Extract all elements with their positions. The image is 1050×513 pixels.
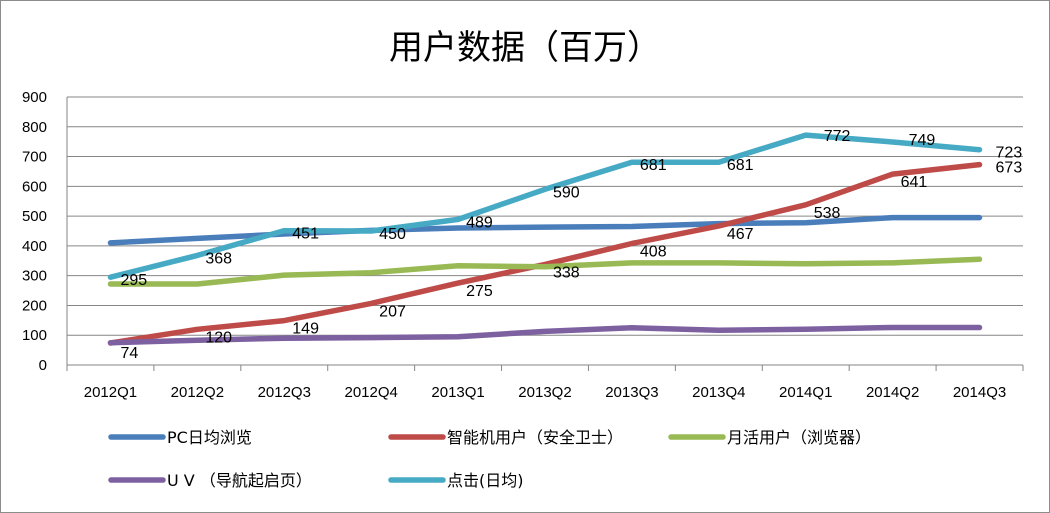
data-label: 120 <box>205 329 232 346</box>
x-tick-label: 2014Q3 <box>953 384 1006 401</box>
legend-label: 点击(日均) <box>447 471 524 490</box>
x-tick-label: 2012Q1 <box>84 384 137 401</box>
series-line-2 <box>107 256 983 287</box>
legend: PC日均浏览 智能机用户（安全卫士） 月活用户（浏览器） U V （导航起启页） 点击(… <box>108 428 871 490</box>
legend-label: U V （导航起启页） <box>167 471 312 490</box>
data-label: 275 <box>466 283 493 300</box>
legend-label: 月活用户（浏览器） <box>727 428 871 447</box>
y-tick-label: 900 <box>22 89 47 106</box>
data-label: 489 <box>466 214 493 231</box>
data-label: 451 <box>292 226 319 243</box>
y-tick-label: 500 <box>22 208 47 225</box>
data-label: 467 <box>727 226 754 243</box>
gridlines <box>67 96 1023 366</box>
data-label: 723 <box>996 145 1023 162</box>
data-label: 74 <box>120 345 138 362</box>
series-line-0 <box>107 214 983 246</box>
series-line-3 <box>107 324 983 346</box>
series-line-4 <box>107 132 983 280</box>
data-label: 681 <box>727 157 754 174</box>
y-tick-label: 200 <box>22 297 47 314</box>
x-tick-label: 2012Q3 <box>258 384 311 401</box>
x-tick-label: 2013Q2 <box>518 384 571 401</box>
chart-title: 用户数据（百万） <box>389 28 661 68</box>
x-tick-label: 2012Q4 <box>344 384 397 401</box>
axes: 0 100 200 300 400 500 600 700 800 900 2012Q1 2012Q2… <box>22 89 1024 401</box>
y-tick-label: 0 <box>39 357 47 374</box>
y-tick-label: 400 <box>22 238 47 255</box>
x-tick-label: 2012Q2 <box>171 384 224 401</box>
x-tick-label: 2014Q2 <box>866 384 919 401</box>
data-label: 673 <box>996 160 1023 177</box>
data-label: 408 <box>640 244 667 261</box>
data-label: 772 <box>824 128 851 145</box>
data-label: 338 <box>553 264 580 281</box>
data-label: 641 <box>901 174 928 191</box>
data-label: 149 <box>292 321 319 338</box>
data-labels: 74 120 149 207 275 338 408 467 538 641 673 295 368 45… <box>120 128 1022 362</box>
y-tick-label: 100 <box>22 327 47 344</box>
x-tick-label: 2013Q1 <box>431 384 484 401</box>
x-tick-label: 2013Q3 <box>605 384 658 401</box>
data-label: 681 <box>640 157 667 174</box>
legend-label: 智能机用户（安全卫士） <box>447 428 623 447</box>
y-tick-label: 800 <box>22 119 47 136</box>
legend-label: PC日均浏览 <box>167 428 252 447</box>
x-tick-label: 2013Q4 <box>692 384 745 401</box>
data-label: 368 <box>205 250 232 267</box>
series-lines <box>107 132 983 346</box>
data-label: 295 <box>120 272 147 289</box>
x-tick-label: 2014Q1 <box>779 384 832 401</box>
data-label: 538 <box>814 205 841 222</box>
data-label: 450 <box>379 226 406 243</box>
data-label: 749 <box>909 132 936 149</box>
y-tick-label: 300 <box>22 268 47 285</box>
y-tick-label: 700 <box>22 149 47 166</box>
y-tick-label: 600 <box>22 178 47 195</box>
data-label: 590 <box>553 184 580 201</box>
data-label: 207 <box>379 303 406 320</box>
